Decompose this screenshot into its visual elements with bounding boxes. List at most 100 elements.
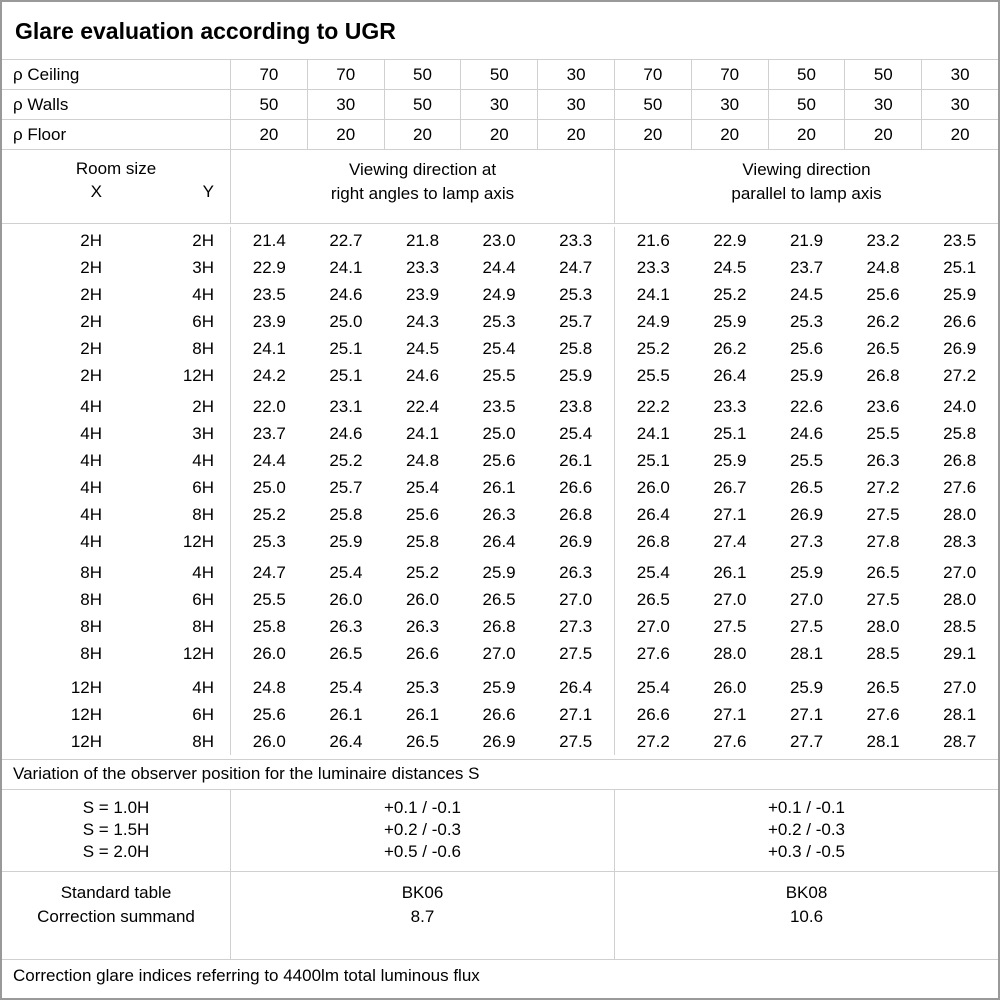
room-x-cell: 12H — [70, 678, 102, 697]
room-x-cell: 4H — [80, 424, 102, 443]
room-x-cell: 2H — [80, 366, 102, 385]
ugr-value-cell: 26.0 — [405, 590, 440, 609]
correction-summand-right-value: 10.6 — [789, 907, 824, 926]
spacer-left-cell — [231, 389, 615, 393]
room-y-cell: 6H — [192, 478, 214, 497]
ugr-value-cell: 26.2 — [866, 312, 900, 331]
ugr-row: 2H 8H 24.1 25.1 24.5 25.4 25.8 25.2 26.2 25.6 26.5… — [2, 335, 998, 362]
reflectance-value-cell: 50 — [461, 60, 539, 89]
ugr-values-left: 24.4 25.2 24.8 25.6 26.1 — [231, 447, 615, 474]
reflectance-section: ρ Ceiling 70 70 50 50 30 70 70 50 50 30 ρ Walls 50 30… — [2, 60, 998, 150]
room-y-cell: 6H — [192, 705, 214, 724]
room-y-cell: 4H — [192, 678, 214, 697]
ugr-value-cell: 27.1 — [713, 505, 747, 524]
ugr-values-left: 25.3 25.9 25.8 26.4 26.9 — [231, 528, 615, 555]
ugr-value-cell: 25.4 — [559, 424, 593, 443]
correction-summand-label: Correction summand — [37, 907, 195, 926]
ugr-value-cell: 25.9 — [943, 285, 977, 304]
ugr-value-cell: 24.8 — [866, 258, 900, 277]
room-size-cells: 2H 3H — [2, 254, 231, 281]
ugr-value-cell: 26.1 — [329, 705, 363, 724]
reflectance-value-cell: 20 — [950, 125, 970, 144]
ugr-value-cell: 27.0 — [713, 590, 747, 609]
left-group-heading-line1: Viewing direction at — [348, 160, 497, 179]
ugr-value-cell: 24.5 — [713, 258, 747, 277]
ugr-value-cell: 24.9 — [482, 285, 516, 304]
ugr-value-cell: 25.0 — [252, 478, 286, 497]
room-size-cells: 4H 4H — [2, 447, 231, 474]
ugr-values-left: 23.5 24.6 23.9 24.9 25.3 — [231, 281, 615, 308]
right-group-heading-line1: Viewing direction — [742, 160, 871, 179]
ugr-value-cell: 26.1 — [713, 563, 747, 582]
ugr-value-cell: 26.6 — [943, 312, 977, 331]
reflectance-value-cell: 50 — [231, 90, 308, 119]
room-y-cell: 12H — [182, 644, 214, 663]
ugr-value-cell: 25.3 — [559, 285, 593, 304]
ugr-value-cell: 23.7 — [252, 424, 286, 443]
ugr-values-right: 27.2 27.6 27.7 28.1 28.7 — [615, 728, 998, 755]
room-x-cell: 8H — [80, 563, 102, 582]
ugr-value-cell: 25.6 — [405, 505, 440, 524]
ugr-value-cell: 26.5 — [405, 732, 440, 751]
ugr-value-cell: 25.3 — [252, 532, 286, 551]
ugr-value-cell: 25.1 — [943, 258, 977, 277]
ugr-values-left: 21.4 22.7 21.8 23.0 23.3 — [231, 227, 615, 254]
spacing-value: +0.1 / -0.1 — [383, 798, 462, 817]
ugr-value-cell: 25.5 — [866, 424, 900, 443]
ugr-value-cell: 25.7 — [559, 312, 593, 331]
ugr-value-cell: 24.7 — [252, 563, 286, 582]
reflectance-row: ρ Ceiling 70 70 50 50 30 70 70 50 50 30 — [2, 60, 998, 90]
ugr-values-left: 25.0 25.7 25.4 26.1 26.6 — [231, 474, 615, 501]
ugr-row: 2H 4H 23.5 24.6 23.9 24.9 25.3 24.1 25.2 24.5 25.6… — [2, 281, 998, 308]
ugr-value-cell: 27.5 — [866, 590, 900, 609]
ugr-value-cell: 25.6 — [252, 705, 286, 724]
ugr-value-cell: 26.3 — [482, 505, 516, 524]
ugr-value-cell: 25.5 — [789, 451, 824, 470]
ugr-row: 4H 3H 23.7 24.6 24.1 25.0 25.4 24.1 25.1 24.6 25.5… — [2, 420, 998, 447]
ugr-value-cell: 24.6 — [405, 366, 440, 385]
ugr-value-cell: 25.2 — [329, 451, 363, 470]
ugr-values-right: 25.2 26.2 25.6 26.5 26.9 — [615, 335, 998, 362]
ugr-value-cell: 25.2 — [636, 339, 670, 358]
ugr-value-cell: 27.0 — [636, 617, 670, 636]
ugr-values-left: 25.5 26.0 26.0 26.5 27.0 — [231, 586, 615, 613]
ugr-value-cell: 25.6 — [789, 339, 824, 358]
ugr-value-cell: 23.3 — [636, 258, 670, 277]
reflectance-value-cell: 30 — [692, 90, 769, 119]
room-size-cells: 4H 12H — [2, 528, 231, 555]
ugr-value-cell: 26.9 — [482, 732, 516, 751]
ugr-value-cell: 26.1 — [482, 478, 516, 497]
reflectance-value-cell: 70 — [692, 60, 769, 89]
ugr-value-cell: 27.5 — [713, 617, 747, 636]
ugr-value-cell: 28.1 — [866, 732, 900, 751]
reflectance-value-cell: 30 — [308, 90, 385, 119]
ugr-row: 2H 2H 21.4 22.7 21.8 23.0 23.3 21.6 22.9 21.9 23.2… — [2, 227, 998, 254]
ugr-values-right: 27.0 27.5 27.5 28.0 28.5 — [615, 613, 998, 640]
ugr-value-cell: 23.3 — [559, 231, 593, 250]
ugr-values-right: 26.6 27.1 27.1 27.6 28.1 — [615, 701, 998, 728]
room-y-cell: 8H — [192, 617, 214, 636]
ugr-value-cell: 26.8 — [559, 505, 593, 524]
room-size-cells: 12H 4H — [2, 674, 231, 701]
ugr-values-left: 22.0 23.1 22.4 23.5 23.8 — [231, 393, 615, 420]
ugr-value-cell: 26.6 — [405, 644, 440, 663]
ugr-value-cell: 25.7 — [329, 478, 363, 497]
ugr-row: 4H 6H 25.0 25.7 25.4 26.1 26.6 26.0 26.7 26.5 27.2… — [2, 474, 998, 501]
ugr-value-cell: 25.4 — [636, 678, 670, 697]
ugr-values-left: 26.0 26.5 26.6 27.0 27.5 — [231, 640, 615, 667]
ugr-value-cell: 23.5 — [943, 231, 977, 250]
room-size-cells: 4H 8H — [2, 501, 231, 528]
ugr-values-right: 25.4 26.1 25.9 26.5 27.0 — [615, 559, 998, 586]
reflectance-value-cell: 20 — [769, 120, 846, 149]
spacer-right-cell — [615, 667, 998, 674]
spacing-value: +0.2 / -0.3 — [383, 820, 462, 839]
ugr-value-cell: 26.5 — [866, 339, 900, 358]
ugr-row: 8H 8H 25.8 26.3 26.3 26.8 27.3 27.0 27.5 27.5 28.0… — [2, 613, 998, 640]
ugr-value-cell: 26.3 — [405, 617, 440, 636]
reflectance-value-cell: 30 — [538, 60, 615, 89]
ugr-values-right: 24.1 25.2 24.5 25.6 25.9 — [615, 281, 998, 308]
reflectance-value-cell: 50 — [769, 90, 846, 119]
ugr-value-cell: 26.5 — [482, 590, 516, 609]
room-y-cell: 4H — [192, 451, 214, 470]
reflectance-row: ρ Walls 50 30 50 30 30 50 30 50 30 30 — [2, 90, 998, 120]
